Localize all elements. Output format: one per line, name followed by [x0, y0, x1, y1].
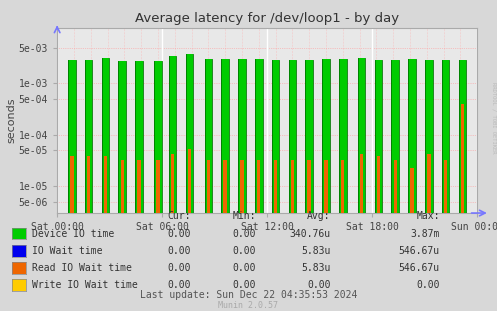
- Bar: [137, 160, 141, 213]
- Title: Average latency for /dev/loop1 - by day: Average latency for /dev/loop1 - by day: [135, 12, 399, 26]
- Bar: [68, 60, 76, 213]
- Text: 0.00: 0.00: [168, 229, 191, 239]
- Bar: [427, 154, 430, 213]
- Bar: [169, 56, 176, 213]
- Text: Munin 2.0.57: Munin 2.0.57: [219, 301, 278, 310]
- Bar: [274, 160, 277, 213]
- Bar: [444, 160, 447, 213]
- Text: Read IO Wait time: Read IO Wait time: [32, 263, 132, 273]
- Bar: [224, 160, 227, 213]
- Text: 546.67u: 546.67u: [399, 246, 440, 256]
- Bar: [171, 154, 174, 213]
- Bar: [375, 60, 382, 213]
- Bar: [308, 160, 311, 213]
- Text: IO Wait time: IO Wait time: [32, 246, 103, 256]
- Text: 546.67u: 546.67u: [399, 263, 440, 273]
- Text: 0.00: 0.00: [168, 246, 191, 256]
- Bar: [70, 156, 74, 213]
- Bar: [207, 160, 210, 213]
- Text: Avg:: Avg:: [307, 211, 331, 221]
- Bar: [121, 160, 124, 213]
- Bar: [135, 61, 143, 213]
- Text: 0.00: 0.00: [168, 263, 191, 273]
- Bar: [394, 160, 397, 213]
- Bar: [442, 60, 449, 213]
- Text: RRDTOOL / TOBI OETIKER: RRDTOOL / TOBI OETIKER: [491, 82, 496, 154]
- Bar: [255, 59, 262, 213]
- Bar: [221, 59, 229, 213]
- Text: 3.87m: 3.87m: [411, 229, 440, 239]
- Bar: [85, 60, 92, 213]
- Bar: [238, 59, 246, 213]
- Y-axis label: seconds: seconds: [6, 98, 16, 143]
- Bar: [156, 160, 160, 213]
- Bar: [188, 149, 191, 213]
- Text: Min:: Min:: [233, 211, 256, 221]
- Bar: [291, 160, 294, 213]
- Text: 0.00: 0.00: [168, 280, 191, 290]
- Bar: [257, 160, 260, 213]
- Text: Last update: Sun Dec 22 04:35:53 2024: Last update: Sun Dec 22 04:35:53 2024: [140, 290, 357, 300]
- Bar: [205, 59, 212, 213]
- Bar: [104, 156, 107, 213]
- Bar: [360, 154, 363, 213]
- Bar: [240, 160, 244, 213]
- Bar: [272, 60, 279, 213]
- Bar: [324, 160, 328, 213]
- Text: Cur:: Cur:: [168, 211, 191, 221]
- Bar: [392, 60, 399, 213]
- Bar: [186, 53, 193, 213]
- Bar: [118, 61, 126, 213]
- Text: Max:: Max:: [416, 211, 440, 221]
- Text: 5.83u: 5.83u: [301, 246, 331, 256]
- Text: 0.00: 0.00: [416, 280, 440, 290]
- Bar: [322, 59, 330, 213]
- Text: 0.00: 0.00: [233, 263, 256, 273]
- Bar: [341, 160, 344, 213]
- Text: 0.00: 0.00: [233, 246, 256, 256]
- Bar: [461, 104, 464, 213]
- Text: 0.00: 0.00: [233, 229, 256, 239]
- Bar: [358, 58, 365, 213]
- Bar: [305, 60, 313, 213]
- Text: Write IO Wait time: Write IO Wait time: [32, 280, 138, 290]
- Bar: [459, 60, 466, 213]
- Text: 0.00: 0.00: [307, 280, 331, 290]
- Text: 0.00: 0.00: [233, 280, 256, 290]
- Bar: [411, 168, 414, 213]
- Text: 340.76u: 340.76u: [289, 229, 331, 239]
- Bar: [425, 60, 432, 213]
- Bar: [102, 58, 109, 213]
- Text: 5.83u: 5.83u: [301, 263, 331, 273]
- Bar: [377, 156, 380, 213]
- Bar: [154, 61, 162, 213]
- Bar: [87, 156, 90, 213]
- Text: Device IO time: Device IO time: [32, 229, 114, 239]
- Bar: [289, 60, 296, 213]
- Bar: [408, 59, 416, 213]
- Bar: [339, 59, 346, 213]
